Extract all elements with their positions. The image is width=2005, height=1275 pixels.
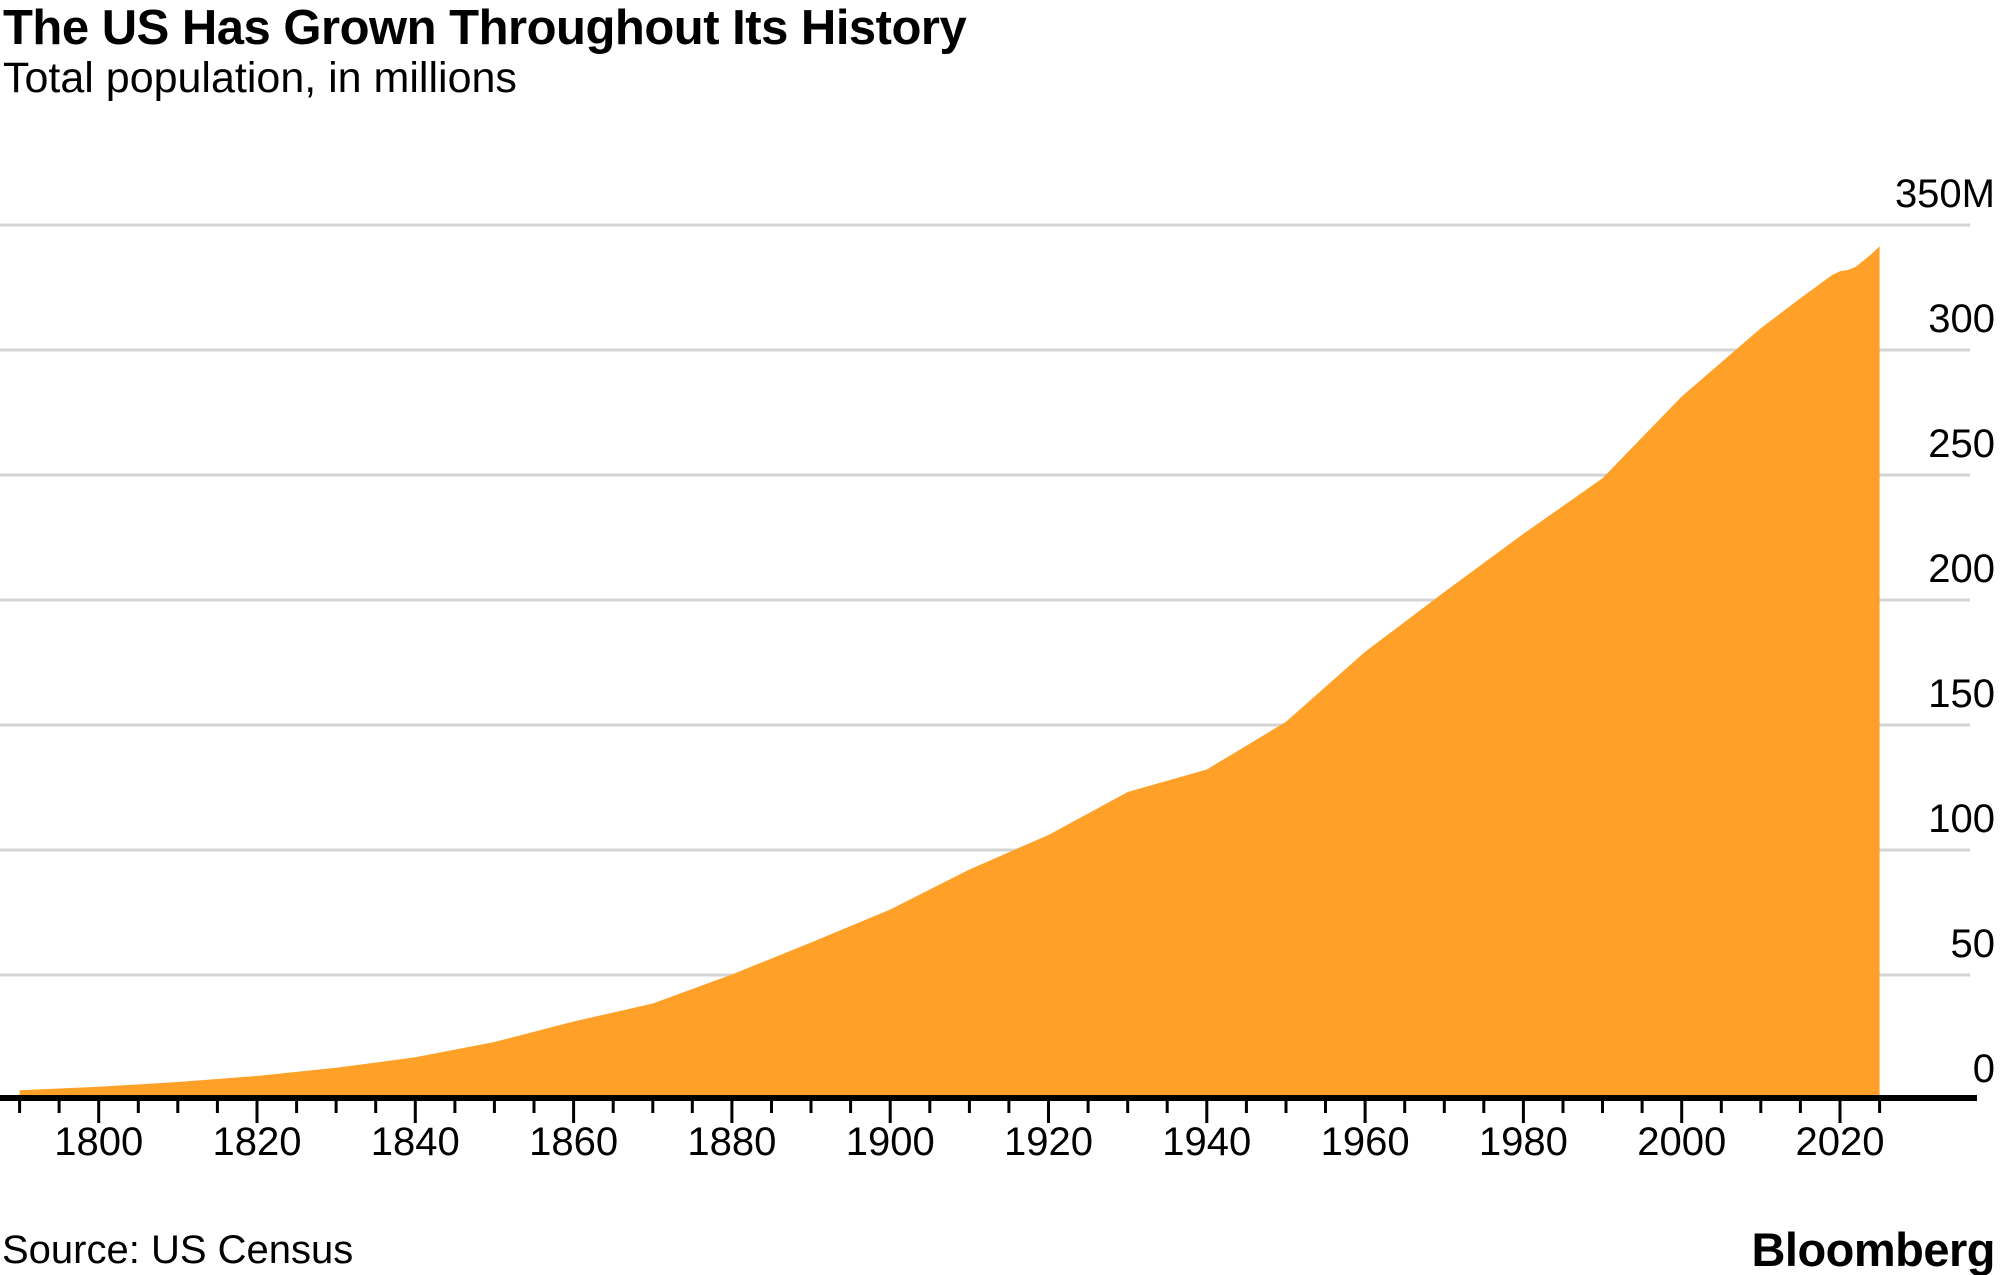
x-tick-label: 1940 [1162,1120,1251,1164]
minor-tick-mark [1719,1101,1723,1113]
x-tick-label: 1980 [1479,1120,1568,1164]
minor-tick-mark [374,1101,378,1113]
minor-tick-mark [849,1101,853,1113]
y-tick-label: 150 [1928,672,1995,716]
minor-tick-mark [1403,1101,1407,1113]
minor-tick-mark [176,1101,180,1113]
bloomberg-logo: Bloomberg [1751,1223,1995,1275]
source-note: Source: US Census [2,1228,354,1272]
minor-tick-mark [770,1101,773,1113]
minor-tick-mark [18,1101,22,1113]
x-tick-label: 1920 [1004,1120,1093,1164]
minor-tick-mark [215,1101,219,1113]
minor-tick-mark [453,1101,457,1113]
chart-title: The US Has Grown Throughout Its History [3,1,967,55]
minor-tick-mark [1561,1101,1565,1113]
y-tick-label: 200 [1928,547,1995,591]
minor-tick-mark [1165,1101,1169,1113]
x-axis-line [0,1095,1977,1101]
y-tick-label: 250 [1928,422,1995,466]
x-tick-label: 1800 [54,1120,143,1164]
y-tick-label: 100 [1928,797,1995,841]
minor-tick-mark [492,1101,496,1113]
major-tick-mark [255,1101,259,1123]
minor-tick-mark [1126,1101,1130,1113]
minor-tick-mark [532,1101,536,1113]
minor-tick-mark [1640,1101,1644,1113]
x-tick-label: 1880 [687,1120,776,1164]
x-tick-label: 1860 [529,1120,618,1164]
major-tick-mark [1205,1101,1209,1123]
minor-tick-mark [1442,1101,1446,1113]
minor-tick-mark [1244,1101,1248,1113]
minor-tick-mark [690,1101,694,1113]
major-tick-mark [1680,1101,1684,1123]
minor-tick-mark [334,1101,338,1113]
minor-tick-mark [1324,1101,1327,1113]
major-tick-mark [1047,1101,1050,1123]
minor-tick-mark [1007,1101,1011,1113]
x-tick-label: 1900 [846,1120,935,1164]
chart-subtitle: Total population, in millions [3,54,517,102]
major-tick-mark [730,1101,734,1123]
y-tick-label: 0 [1973,1047,1995,1091]
minor-tick-mark [57,1101,61,1113]
major-tick-mark [1363,1101,1367,1123]
major-tick-mark [97,1101,101,1123]
y-tick-label: 50 [1951,922,1996,966]
minor-tick-mark [611,1101,615,1113]
x-tick-label: 1820 [213,1120,302,1164]
major-tick-mark [413,1101,417,1123]
minor-tick-mark [1878,1101,1882,1113]
x-tick-label: 2020 [1796,1120,1885,1164]
major-tick-mark [1838,1101,1842,1123]
x-tick-label: 2000 [1637,1120,1726,1164]
minor-tick-mark [1482,1101,1486,1113]
major-tick-mark [572,1101,576,1123]
minor-tick-mark [295,1101,299,1113]
minor-tick-mark [651,1101,655,1113]
x-tick-label: 1960 [1321,1120,1410,1164]
y-tick-label: 350M [1895,172,1995,216]
minor-tick-mark [1759,1101,1763,1113]
y-tick-label: 300 [1928,297,1995,341]
minor-tick-mark [1601,1101,1604,1113]
x-tick-label: 1840 [371,1120,460,1164]
population-area-series [19,246,1880,1098]
minor-tick-mark [967,1101,971,1113]
major-tick-mark [888,1101,892,1123]
minor-tick-mark [136,1101,140,1113]
minor-tick-mark [1798,1101,1802,1113]
minor-tick-mark [1284,1101,1288,1113]
minor-tick-mark [1086,1101,1090,1113]
major-tick-mark [1521,1101,1525,1123]
minor-tick-mark [809,1101,813,1113]
minor-tick-mark [928,1101,932,1113]
